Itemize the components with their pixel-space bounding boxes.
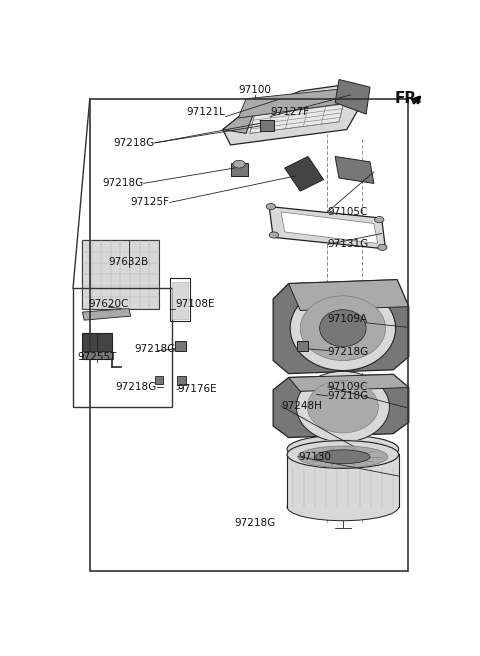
Ellipse shape	[307, 380, 379, 433]
Text: 97131G: 97131G	[328, 239, 369, 249]
Text: 97127F: 97127F	[270, 107, 309, 117]
Ellipse shape	[266, 203, 276, 210]
Text: 97218G: 97218G	[328, 391, 369, 401]
Text: 97176E: 97176E	[177, 384, 217, 394]
Ellipse shape	[378, 244, 387, 251]
Text: 97108E: 97108E	[175, 298, 215, 308]
Ellipse shape	[320, 310, 366, 346]
Text: 97218G: 97218G	[328, 348, 369, 358]
Polygon shape	[269, 207, 385, 249]
Polygon shape	[288, 279, 409, 310]
Bar	[177, 377, 186, 385]
Ellipse shape	[296, 371, 389, 442]
Polygon shape	[223, 102, 258, 133]
Polygon shape	[281, 212, 378, 243]
Bar	[83, 333, 112, 359]
Text: 97218G: 97218G	[102, 178, 144, 188]
Ellipse shape	[375, 216, 384, 222]
Polygon shape	[83, 308, 131, 320]
Text: 97218G: 97218G	[116, 382, 157, 392]
Text: 97121L: 97121L	[187, 107, 226, 117]
Text: 97620C: 97620C	[88, 298, 129, 308]
Polygon shape	[335, 79, 370, 114]
Bar	[90, 99, 408, 571]
Text: 97125F: 97125F	[131, 197, 170, 207]
Text: 97109C: 97109C	[328, 382, 368, 392]
Bar	[297, 341, 308, 351]
Ellipse shape	[269, 232, 278, 238]
Text: 97255T: 97255T	[77, 352, 117, 361]
Bar	[230, 163, 248, 176]
Text: 97100: 97100	[239, 85, 272, 95]
Ellipse shape	[287, 435, 399, 463]
Ellipse shape	[298, 440, 388, 459]
Ellipse shape	[316, 450, 370, 464]
Text: FR.: FR.	[395, 91, 423, 106]
Bar	[287, 455, 399, 507]
Ellipse shape	[233, 160, 245, 168]
Polygon shape	[288, 375, 409, 392]
Ellipse shape	[287, 441, 399, 468]
Ellipse shape	[287, 493, 399, 521]
Ellipse shape	[290, 286, 396, 371]
Polygon shape	[238, 87, 359, 118]
Polygon shape	[285, 157, 324, 191]
Bar	[172, 282, 188, 319]
Bar	[155, 377, 163, 384]
Text: 97130: 97130	[298, 451, 331, 462]
Polygon shape	[250, 91, 347, 133]
Polygon shape	[335, 157, 374, 184]
Text: 97109A: 97109A	[328, 314, 368, 323]
Bar	[260, 120, 274, 131]
Ellipse shape	[300, 296, 385, 361]
Text: 97632B: 97632B	[108, 256, 149, 266]
Text: 97218G: 97218G	[134, 344, 175, 354]
Text: 97248H: 97248H	[281, 401, 322, 411]
Bar	[175, 341, 186, 351]
Ellipse shape	[298, 446, 388, 468]
Text: 97218G: 97218G	[114, 138, 155, 148]
Text: 97218G: 97218G	[235, 518, 276, 528]
Bar	[73, 289, 172, 407]
Polygon shape	[273, 279, 409, 374]
Text: 97105C: 97105C	[328, 207, 368, 216]
Bar	[83, 352, 112, 359]
Polygon shape	[273, 375, 409, 438]
Bar	[83, 240, 158, 308]
Bar	[170, 278, 190, 321]
Polygon shape	[223, 83, 362, 145]
